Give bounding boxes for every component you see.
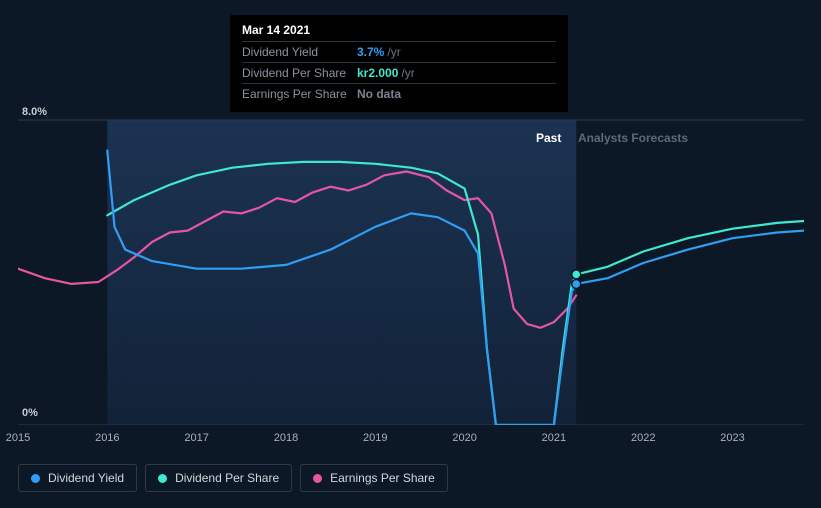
past-region-label: Past [536,131,561,145]
chart-legend: Dividend Yield Dividend Per Share Earnin… [18,464,448,492]
x-axis-tick-label: 2015 [6,432,30,444]
tooltip-value: 3.7% [357,45,384,59]
tooltip-date: Mar 14 2021 [242,23,556,41]
x-axis-tick-label: 2019 [363,432,387,444]
legend-label: Earnings Per Share [330,471,435,485]
tooltip-value: kr2.000 [357,66,398,80]
legend-dot-icon [31,474,40,483]
legend-item-dividend-yield[interactable]: Dividend Yield [18,464,137,492]
x-axis-tick-label: 2018 [274,432,298,444]
legend-dot-icon [313,474,322,483]
legend-dot-icon [158,474,167,483]
tooltip-row: Dividend Per Share kr2.000 /yr [242,62,556,83]
tooltip-unit: /yr [387,45,400,59]
legend-label: Dividend Yield [48,471,124,485]
tooltip-label: Dividend Yield [242,45,357,59]
chart-area[interactable] [18,100,804,440]
tooltip-label: Earnings Per Share [242,87,357,101]
x-axis-tick-label: 2023 [720,432,744,444]
tooltip-value: No data [357,87,401,101]
tooltip-row: Earnings Per Share No data [242,83,556,104]
legend-item-dividend-per-share[interactable]: Dividend Per Share [145,464,292,492]
legend-item-earnings-per-share[interactable]: Earnings Per Share [300,464,448,492]
line-chart-svg [18,100,804,425]
tooltip-unit: /yr [401,66,414,80]
x-axis-tick-label: 2016 [95,432,119,444]
x-axis-tick-label: 2020 [452,432,476,444]
tooltip-label: Dividend Per Share [242,66,357,80]
chart-tooltip: Mar 14 2021 Dividend Yield 3.7% /yr Divi… [230,15,568,112]
x-axis-tick-label: 2017 [184,432,208,444]
tooltip-row: Dividend Yield 3.7% /yr [242,41,556,62]
legend-label: Dividend Per Share [175,471,279,485]
x-axis-tick-label: 2021 [542,432,566,444]
x-axis-labels: 201520162017201820192020202120222023 [18,432,804,448]
x-axis-tick-label: 2022 [631,432,655,444]
forecast-region-label: Analysts Forecasts [578,131,688,145]
